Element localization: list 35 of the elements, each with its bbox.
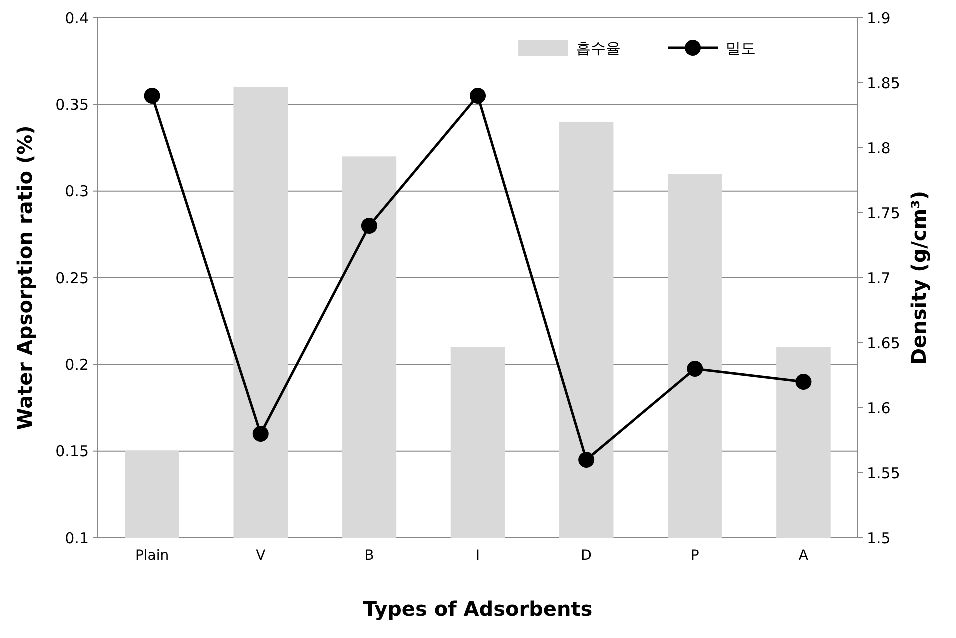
y2-tick-label: 1.6 [867,399,891,418]
x-tick-label: D [581,548,592,564]
point [470,88,486,104]
y-tick-label: 0.35 [56,96,89,114]
y2-tick-label: 1.9 [867,9,891,28]
x-tick-label: V [256,548,266,564]
x-tick-label: A [798,548,809,564]
y2-axis-title: Density (g/cm³) [907,190,931,366]
point [578,452,595,468]
x-tick-label: Plain [135,548,170,564]
y-tick-label: 0.4 [65,9,89,28]
y2-tick-label: 1.75 [867,204,900,222]
legend-label: 흡수율 [576,39,621,58]
y2-tick-label: 1.55 [867,464,900,482]
y-tick-label: 0.25 [56,269,89,288]
y2-tick-label: 1.5 [867,529,891,548]
y-tick-label: 0.3 [65,182,89,201]
legend-label: 밀도 [726,39,756,58]
x-tick-label: B [364,548,374,564]
y2-tick-label: 1.8 [867,139,891,158]
y-tick-label: 0.1 [65,529,89,548]
y-axis-title: Water Apsorption ratio (%) [13,126,37,430]
point [796,374,812,390]
y-tick-label: 0.15 [56,442,89,461]
point [687,361,704,377]
y2-tick-label: 1.7 [867,269,891,288]
x-axis-title: Types of Adsorbents [363,597,593,621]
x-tick-label: P [690,548,700,564]
y2-tick-label: 1.65 [867,334,900,352]
point [252,426,269,442]
point [144,88,160,104]
point [361,218,378,234]
x-tick-label: I [476,548,480,564]
y2-tick-label: 1.85 [867,74,900,92]
y-tick-label: 0.2 [65,356,89,374]
